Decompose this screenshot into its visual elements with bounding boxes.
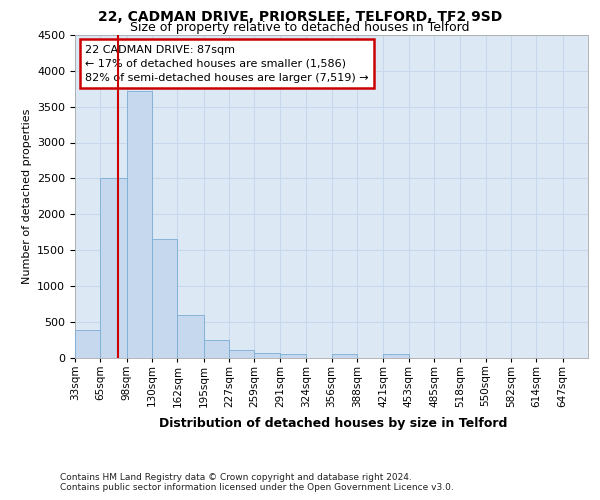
Bar [178, 314, 203, 358]
Bar [254, 353, 280, 358]
Bar [100, 178, 127, 358]
Bar [229, 350, 254, 358]
Text: Size of property relative to detached houses in Telford: Size of property relative to detached ho… [130, 21, 470, 34]
Bar [127, 91, 152, 357]
Bar [152, 240, 178, 358]
Bar [280, 354, 306, 358]
Bar [75, 330, 100, 357]
Bar [332, 354, 357, 358]
Text: Distribution of detached houses by size in Telford: Distribution of detached houses by size … [159, 418, 507, 430]
Text: 22 CADMAN DRIVE: 87sqm
← 17% of detached houses are smaller (1,586)
82% of semi-: 22 CADMAN DRIVE: 87sqm ← 17% of detached… [85, 44, 369, 82]
Text: 22, CADMAN DRIVE, PRIORSLEE, TELFORD, TF2 9SD: 22, CADMAN DRIVE, PRIORSLEE, TELFORD, TF… [98, 10, 502, 24]
Y-axis label: Number of detached properties: Number of detached properties [22, 108, 32, 284]
Text: Contains HM Land Registry data © Crown copyright and database right 2024.: Contains HM Land Registry data © Crown c… [60, 472, 412, 482]
Bar [203, 340, 229, 357]
Text: Contains public sector information licensed under the Open Government Licence v3: Contains public sector information licen… [60, 484, 454, 492]
Bar [383, 354, 409, 358]
